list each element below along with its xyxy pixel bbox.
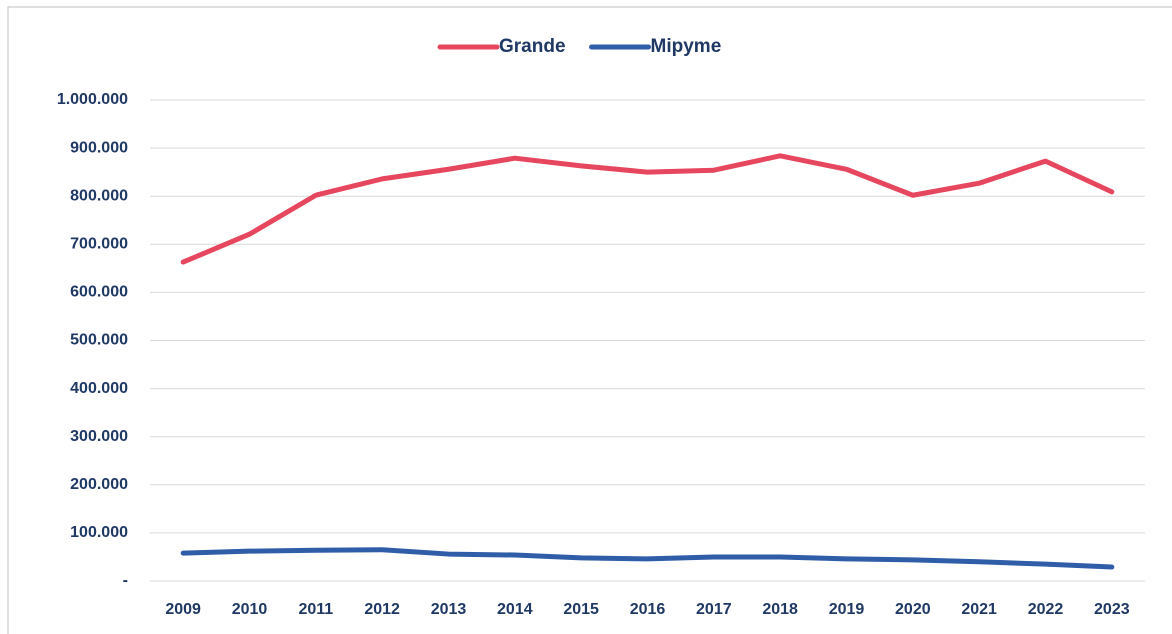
legend-label: Grande (499, 36, 566, 57)
x-tick-label: 2009 (165, 601, 201, 618)
legend-label: Mipyme (651, 36, 722, 57)
x-tick-label: 2017 (696, 601, 732, 618)
y-tick-label: 1.000.000 (57, 91, 128, 108)
x-tick-label: 2016 (630, 601, 666, 618)
x-tick-label: 2012 (364, 601, 400, 618)
x-tick-label: 2018 (762, 601, 798, 618)
series-line (180, 153, 1115, 265)
x-tick-label: 2020 (895, 601, 931, 618)
x-tick-label: 2019 (829, 601, 865, 618)
x-tick-label: 2013 (431, 601, 467, 618)
y-tick-label: 700.000 (70, 236, 128, 253)
y-tick-label: 400.000 (70, 380, 128, 397)
y-tick-label: 300.000 (70, 428, 128, 445)
x-tick-label: 2015 (563, 601, 599, 618)
x-tick-label: 2023 (1094, 601, 1130, 618)
x-tick-label: 2014 (497, 601, 533, 618)
chart-frame (7, 6, 1172, 634)
y-tick-label: 500.000 (70, 332, 128, 349)
series-line (180, 547, 1115, 570)
y-tick-label: - (123, 572, 128, 589)
y-tick-label: 900.000 (70, 139, 128, 156)
x-tick-label: 2022 (1028, 601, 1064, 618)
y-tick-label: 800.000 (70, 187, 128, 204)
y-tick-label: 600.000 (70, 284, 128, 301)
x-tick-label: 2021 (961, 601, 997, 618)
x-tick-label: 2010 (232, 601, 268, 618)
y-tick-label: 200.000 (70, 476, 128, 493)
x-tick-label: 2011 (298, 601, 333, 618)
y-tick-label: 100.000 (70, 524, 128, 541)
